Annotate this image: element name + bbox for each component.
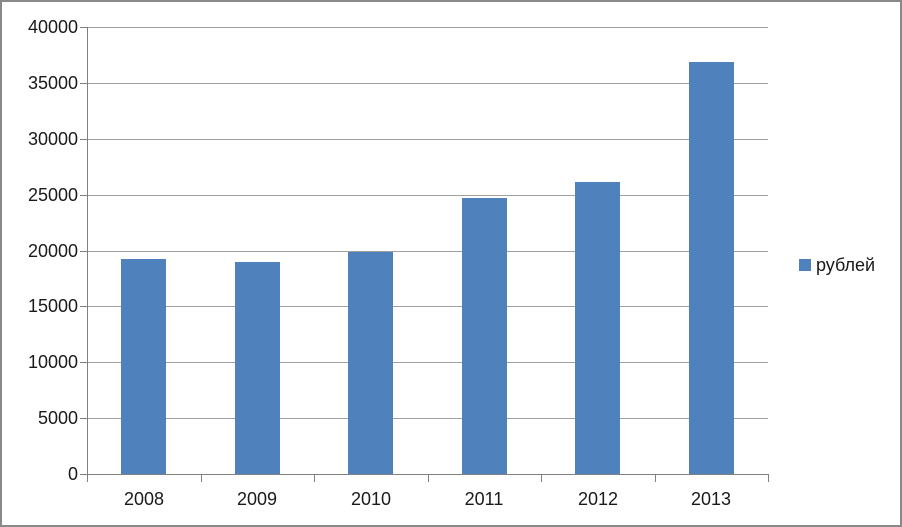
y-axis-tick [80, 251, 87, 252]
y-axis-label: 15000 [27, 296, 78, 316]
y-gridline [87, 195, 768, 196]
x-axis-tick [201, 475, 202, 482]
y-gridline [87, 362, 768, 363]
x-axis-label: 2008 [123, 489, 165, 509]
y-axis-label: 20000 [27, 241, 78, 261]
y-axis-label: 35000 [27, 73, 78, 93]
x-axis-label: 2012 [577, 489, 619, 509]
x-axis-line [87, 474, 769, 475]
x-axis-label: 2010 [350, 489, 392, 509]
y-axis-label: 0 [67, 464, 78, 484]
y-axis-tick [80, 27, 87, 28]
bar-2010 [348, 252, 393, 474]
y-axis-label: 25000 [27, 185, 78, 205]
y-axis-tick [80, 474, 87, 475]
legend-swatch-icon [799, 259, 811, 271]
legend: рублей [799, 253, 875, 277]
y-axis-line [87, 27, 88, 474]
y-gridline [87, 83, 768, 84]
y-gridline [87, 27, 768, 28]
legend-label: рублей [816, 255, 876, 275]
x-axis-label: 2013 [690, 489, 732, 509]
x-axis-label: 2011 [464, 489, 504, 509]
y-axis-tick [80, 306, 87, 307]
x-axis-tick [87, 475, 88, 482]
y-axis-label: 30000 [27, 129, 78, 149]
y-gridline [87, 418, 768, 419]
y-axis-tick [80, 418, 87, 419]
y-axis-tick [80, 139, 87, 140]
x-axis-tick [314, 475, 315, 482]
x-axis-tick [655, 475, 656, 482]
bar-2008 [121, 259, 166, 474]
x-axis-tick [768, 475, 769, 482]
y-axis-tick [80, 362, 87, 363]
x-axis-tick [541, 475, 542, 482]
y-gridline [87, 306, 768, 307]
bar-2011 [462, 198, 507, 474]
y-axis-label: 10000 [27, 352, 78, 372]
y-gridline [87, 139, 768, 140]
y-axis-tick [80, 83, 87, 84]
y-axis-tick [80, 195, 87, 196]
y-gridline [87, 251, 768, 252]
bar-2012 [575, 182, 620, 474]
x-axis-tick [428, 475, 429, 482]
bar-2009 [235, 262, 280, 474]
bar-2013 [689, 62, 734, 474]
x-axis-label: 2009 [236, 489, 278, 509]
y-axis-label: 5000 [37, 408, 78, 428]
y-axis-label: 40000 [27, 17, 78, 37]
